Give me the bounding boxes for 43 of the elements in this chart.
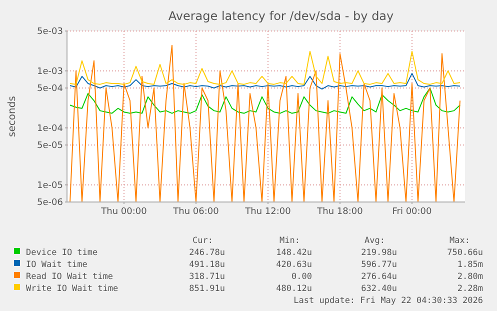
text: 318.71u [189, 272, 225, 282]
x-tick-label: Thu 06:00 [172, 207, 220, 217]
text: 2.28m [457, 284, 483, 294]
text: 596.77u [361, 260, 397, 270]
y-tick-label: 5e-06 [37, 198, 64, 208]
text: 851.91u [189, 284, 225, 294]
y-tick-label: 5e-03 [37, 27, 63, 38]
legend-label: Write IO Wait time [26, 284, 118, 294]
text: 2.80m [457, 272, 483, 282]
chart-title: Average latency for /dev/sda - by day [168, 9, 394, 23]
text: 420.63u [276, 260, 312, 270]
text: 632.40u [361, 284, 397, 294]
line-series [70, 72, 460, 90]
y-tick-label: 1e-05 [37, 180, 63, 191]
line-series [70, 44, 460, 202]
text: 219.98u [361, 248, 397, 258]
text: Avg: [364, 236, 385, 246]
text: 276.64u [361, 272, 397, 282]
text: 1.85m [457, 260, 483, 270]
text: 0.00 [292, 272, 312, 282]
x-tick-label: Thu 00:00 [100, 207, 148, 217]
text: Last update: Fri May 22 04:30:33 2026 [294, 296, 483, 306]
y-tick-label: 1e-03 [37, 66, 63, 77]
y-tick-label: 5e-04 [37, 84, 64, 94]
text: Min: [280, 236, 300, 246]
legend-label: IO Wait time [26, 260, 88, 270]
line-series [70, 88, 460, 114]
text: Max: [450, 236, 470, 246]
text: 480.12u [276, 284, 312, 294]
text: Cur: [192, 236, 213, 246]
y-axis-title: seconds [7, 96, 18, 137]
x-tick-label: Fri 00:00 [392, 207, 432, 217]
legend-label: Device IO time [26, 248, 98, 258]
text: 246.78u [189, 248, 225, 258]
legend-label: Read IO Wait time [26, 272, 113, 282]
y-tick-label: 5e-05 [37, 141, 63, 152]
y-tick-label: 1e-04 [37, 124, 64, 134]
line-series [70, 50, 460, 85]
text: 750.66u [447, 248, 483, 258]
x-tick-label: Thu 18:00 [316, 207, 364, 217]
text: 148.42u [276, 248, 312, 258]
x-tick-label: Thu 12:00 [244, 207, 292, 217]
text: 491.18u [189, 260, 225, 270]
